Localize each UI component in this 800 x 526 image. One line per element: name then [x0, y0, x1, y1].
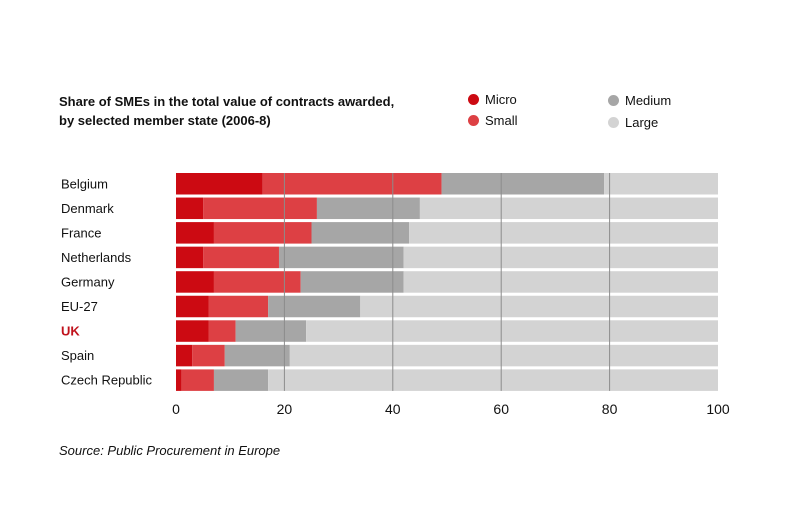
- bar-segment-micro-belgium: [176, 173, 263, 195]
- legend-swatch-micro: [468, 94, 479, 105]
- bar-segment-large-netherlands: [403, 246, 718, 269]
- category-label-germany: Germany: [61, 274, 115, 289]
- bar-segment-micro-germany: [176, 271, 214, 293]
- legend-label-small: Small: [485, 113, 518, 128]
- category-label-denmark: Denmark: [61, 201, 114, 216]
- x-tick-label-0: 0: [172, 401, 180, 417]
- bar-segment-micro-denmark: [176, 197, 204, 220]
- bar-segment-small-uk: [208, 320, 236, 342]
- bar-segment-micro-spain: [176, 344, 193, 367]
- bars-layer: [176, 173, 718, 391]
- bar-segment-medium-czech-republic: [213, 369, 269, 391]
- bar-segment-large-denmark: [419, 197, 718, 220]
- category-label-belgium: Belgium: [61, 176, 108, 191]
- bar-segment-small-denmark: [203, 197, 317, 220]
- bar-segment-micro-eu-27: [176, 295, 209, 318]
- legend-swatch-medium: [608, 95, 619, 106]
- category-label-netherlands: Netherlands: [61, 250, 132, 265]
- x-tick-label-20: 20: [277, 401, 293, 417]
- chart-source: Source: Public Procurement in Europe: [59, 443, 281, 458]
- bar-segment-small-eu-27: [208, 295, 269, 318]
- bar-segment-small-czech-republic: [181, 369, 214, 391]
- x-tick-label-40: 40: [385, 401, 401, 417]
- bar-segment-large-belgium: [604, 173, 718, 195]
- bar-segment-small-spain: [192, 344, 225, 367]
- bar-segment-medium-netherlands: [278, 246, 404, 269]
- bar-segment-small-france: [213, 222, 312, 244]
- legend-label-large: Large: [625, 115, 659, 130]
- bar-segment-micro-france: [176, 222, 214, 244]
- chart-title-line-1: Share of SMEs in the total value of cont…: [59, 94, 395, 109]
- legend-swatch-large: [608, 117, 619, 128]
- category-labels: Belgium Denmark France Netherlands Germany EU…: [61, 176, 153, 387]
- category-label-eu-27: EU-27: [61, 299, 98, 314]
- bar-segment-small-germany: [213, 271, 301, 293]
- bar-segment-medium-france: [311, 222, 410, 244]
- bar-segment-micro-netherlands: [176, 246, 204, 269]
- bar-segment-small-netherlands: [203, 246, 279, 269]
- x-axis-ticks: 0 20 40 60 80 100: [172, 401, 730, 417]
- legend-label-medium: Medium: [625, 93, 672, 108]
- bar-segment-medium-denmark: [316, 197, 420, 220]
- bar-segment-medium-eu-27: [268, 295, 361, 318]
- bar-segment-large-spain: [289, 344, 718, 367]
- category-label-uk: UK: [61, 324, 80, 339]
- category-label-france: France: [61, 225, 101, 240]
- x-tick-label-80: 80: [602, 401, 618, 417]
- category-label-czech-republic: Czech Republic: [61, 373, 153, 388]
- legend-swatch-small: [468, 115, 479, 126]
- bar-segment-micro-czech-republic: [176, 369, 182, 391]
- bar-segment-large-eu-27: [360, 295, 718, 318]
- bar-segment-micro-uk: [176, 320, 209, 342]
- bar-segment-small-belgium: [262, 173, 442, 195]
- bar-segment-large-czech-republic: [268, 369, 718, 391]
- bar-segment-large-germany: [403, 271, 718, 293]
- chart-title: Share of SMEs in the total value of cont…: [59, 92, 419, 130]
- legend-label-micro: Micro: [485, 92, 517, 107]
- bar-segment-large-uk: [306, 320, 718, 342]
- grid-layer: [283, 173, 611, 391]
- bar-segment-medium-belgium: [441, 173, 605, 195]
- bar-segment-medium-spain: [224, 344, 290, 367]
- bar-segment-medium-uk: [235, 320, 307, 342]
- x-tick-label-100: 100: [706, 401, 730, 417]
- bar-segment-large-france: [409, 222, 718, 244]
- x-tick-label-60: 60: [493, 401, 509, 417]
- category-label-spain: Spain: [61, 348, 94, 363]
- chart-title-line-2: by selected member state (2006-8): [59, 113, 271, 128]
- bar-segment-medium-germany: [300, 271, 404, 293]
